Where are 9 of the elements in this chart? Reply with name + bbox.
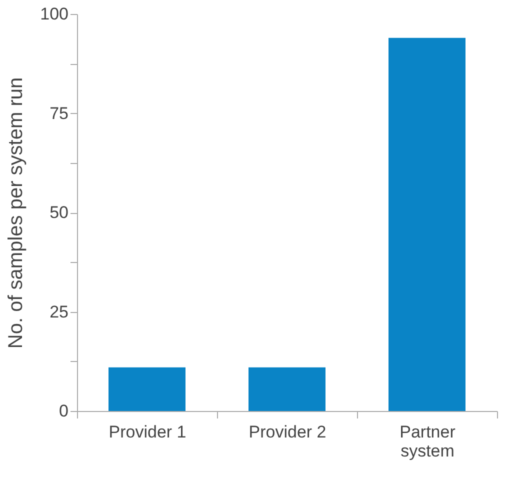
x-tick-label: Provider 1 bbox=[108, 422, 186, 442]
y-tick-label: 50 bbox=[50, 203, 68, 222]
y-tick-label: 100 bbox=[40, 4, 68, 24]
y-tick-label: 25 bbox=[50, 302, 68, 322]
x-tick-label: Provider 2 bbox=[248, 422, 326, 442]
y-tick-label: 0 bbox=[59, 402, 68, 420]
x-tick-label: Partner system bbox=[400, 422, 456, 460]
y-tick-label: 75 bbox=[50, 104, 68, 123]
y-axis-title: No. of samples per system run bbox=[5, 77, 28, 349]
